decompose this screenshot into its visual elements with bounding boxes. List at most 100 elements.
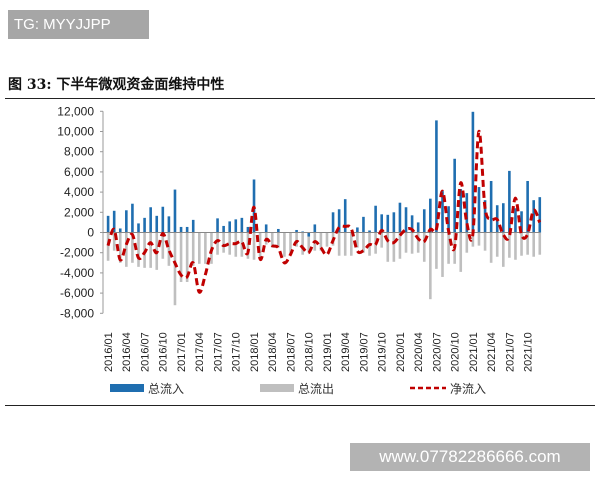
y-tick-label: -4,000 (60, 266, 94, 280)
outflow-bar (161, 232, 165, 259)
y-tick-label: -6,000 (60, 286, 94, 300)
outflow-bar (258, 232, 262, 259)
outflow-bar (362, 232, 365, 253)
inflow-bar (228, 221, 231, 233)
inflow-bar (106, 215, 110, 233)
outflow-bar (459, 232, 463, 272)
inflow-bar (404, 207, 408, 233)
x-tick-label: 2017/04 (194, 332, 206, 372)
inflow-bar (131, 203, 134, 233)
inflow-bar (526, 180, 529, 233)
outflow-bar (514, 232, 517, 260)
outflow-bar (343, 232, 347, 256)
x-tick-label: 2016/10 (158, 332, 170, 372)
inflow-bar (161, 206, 165, 233)
outflow-bar (337, 232, 341, 256)
inflow-bar (149, 207, 152, 233)
inflow-bar (435, 120, 438, 233)
inflow-bar (222, 225, 225, 233)
outflow-bar (429, 232, 432, 300)
outflow-bar (422, 232, 426, 262)
inflow-bar (483, 200, 487, 233)
inflow-bar (179, 226, 183, 233)
legend-label-net: 净流入 (450, 382, 486, 396)
outflow-bar (508, 232, 511, 258)
y-tick-label: 10,000 (57, 125, 94, 139)
outflow-bar (435, 232, 438, 269)
y-tick-label: 0 (87, 226, 94, 240)
inflow-bar (337, 209, 341, 233)
net-inflow-line (106, 129, 542, 294)
legend-label-outflow: 总流出 (298, 382, 334, 396)
inflow-bar (538, 197, 542, 233)
outflow-bar (489, 232, 493, 263)
inflow-bar (167, 216, 171, 233)
inflow-bar (264, 224, 268, 233)
x-tick-label: 2019/07 (358, 332, 370, 372)
x-tick-label: 2016/07 (139, 332, 151, 372)
legend-label-inflow: 总流入 (148, 382, 184, 396)
x-tick-label: 2017/07 (212, 332, 224, 372)
inflow-bar (416, 222, 420, 233)
inflow-bar (307, 232, 311, 237)
x-tick-label: 2017/10 (231, 332, 243, 372)
outflow-bar (404, 232, 408, 253)
outflow-bar (137, 232, 140, 267)
inflow-bar (137, 223, 140, 233)
inflow-bar (374, 205, 377, 233)
outflow-bar (483, 232, 487, 251)
x-tick-label: 2018/01 (249, 332, 261, 372)
outflow-bar (356, 232, 359, 248)
x-tick-label: 2020/04 (413, 332, 425, 372)
x-tick-label: 2021/04 (486, 332, 498, 372)
outflow-bar (191, 232, 195, 266)
inflow-bar (392, 212, 396, 233)
inflow-bar (502, 203, 505, 233)
inflow-bar (410, 215, 414, 233)
outflow-bar (112, 232, 116, 251)
outflow-bar (173, 232, 177, 306)
inflow-bar (422, 209, 426, 233)
inflow-bar (112, 210, 116, 233)
inflow-bar (489, 180, 493, 233)
x-tick-label: 2021/07 (504, 332, 516, 372)
outflow-bar (149, 232, 152, 268)
outflow-bar (270, 232, 274, 248)
inflow-bar (459, 189, 463, 233)
inflow-bar (453, 158, 456, 233)
x-tick-label: 2020/10 (450, 332, 462, 372)
outflow-bar (416, 232, 420, 253)
x-tick-label: 2021/10 (523, 332, 535, 372)
inflow-bar (277, 228, 280, 233)
inflow-bar (191, 219, 195, 233)
x-tick-label: 2020/01 (395, 332, 407, 372)
outflow-bar (398, 232, 402, 259)
y-tick-label: 4,000 (64, 185, 94, 199)
inflow-bar (441, 191, 444, 233)
outflow-bar (520, 232, 523, 256)
inflow-bar (331, 212, 335, 233)
inflow-bar (508, 170, 511, 233)
outflow-bar (410, 232, 414, 254)
inflow-bar (185, 226, 189, 233)
outflow-bar (246, 232, 250, 259)
outflow-bar (125, 232, 128, 267)
watermark-bottom: www.07782286666.com (350, 443, 590, 471)
inflow-bar (301, 231, 304, 233)
outflow-bar (198, 232, 201, 264)
outflow-bar (477, 232, 481, 246)
inflow-bar (343, 199, 347, 233)
outflow-bar (185, 232, 189, 282)
outflow-bar (283, 232, 286, 257)
outflow-bar (295, 232, 298, 247)
x-tick-label: 2018/10 (304, 332, 316, 372)
outflow-bar (526, 232, 529, 255)
inflow-bar (532, 200, 535, 233)
watermark-top: TG: MYYJJPP (8, 10, 149, 39)
inflow-bar (362, 216, 365, 233)
outflow-bar (325, 232, 329, 247)
x-tick-label: 2020/07 (431, 332, 443, 372)
inflow-bar (429, 198, 432, 233)
x-axis: 2016/01 2016/04 2016/07 2016/10 2017/01 2017/… (103, 332, 535, 372)
outflow-bar (216, 232, 219, 255)
